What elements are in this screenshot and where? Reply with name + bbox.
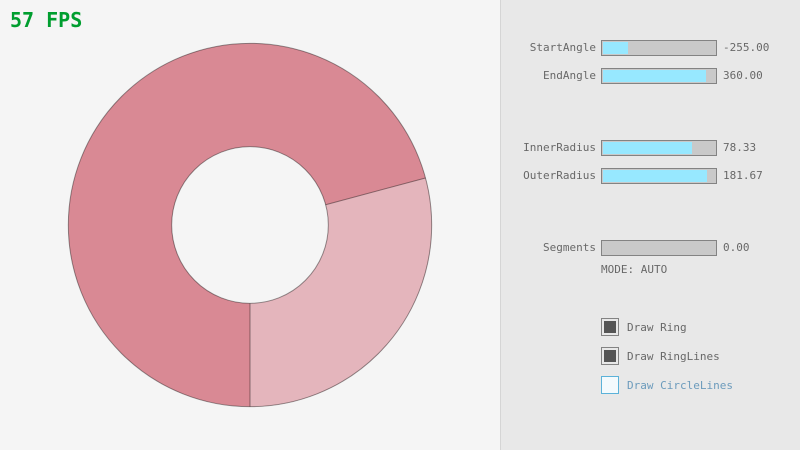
draw-ringlines-checkbox[interactable] bbox=[601, 347, 619, 365]
slider-fill bbox=[603, 170, 707, 182]
start-angle-value: -255.00 bbox=[723, 41, 770, 54]
draw-circlelines-checkbox[interactable] bbox=[601, 376, 619, 394]
slider-row-start-angle: StartAngle -255.00 bbox=[501, 40, 800, 56]
draw-ringlines-label: Draw RingLines bbox=[627, 350, 720, 363]
slider-row-outer-radius: OuterRadius 181.67 bbox=[501, 168, 800, 184]
control-panel: StartAngle -255.00 EndAngle 360.00 Inner… bbox=[500, 0, 800, 450]
slider-fill bbox=[603, 142, 693, 154]
ring-chart bbox=[67, 42, 433, 408]
ring-canvas bbox=[67, 42, 433, 408]
draw-circlelines-label: Draw CircleLines bbox=[627, 379, 733, 392]
checkbox-check-mark bbox=[604, 379, 616, 391]
ring-inner-line bbox=[171, 146, 329, 304]
draw-ring-label: Draw Ring bbox=[627, 321, 687, 334]
slider-row-inner-radius: InnerRadius 78.33 bbox=[501, 140, 800, 156]
ring-outer-line bbox=[67, 42, 433, 408]
inner-radius-slider[interactable] bbox=[601, 140, 717, 156]
slider-fill bbox=[603, 42, 628, 54]
draw-ring-row: Draw Ring bbox=[501, 318, 800, 336]
segments-value: 0.00 bbox=[723, 241, 750, 254]
slider-row-end-angle: EndAngle 360.00 bbox=[501, 68, 800, 84]
checkbox-check-mark bbox=[604, 321, 616, 333]
inner-radius-value: 78.33 bbox=[723, 141, 757, 154]
slider-row-segments: Segments 0.00 bbox=[501, 240, 800, 256]
end-angle-slider[interactable] bbox=[601, 68, 717, 84]
outer-radius-label: OuterRadius bbox=[523, 169, 596, 182]
outer-radius-slider[interactable] bbox=[601, 168, 717, 184]
end-angle-value: 360.00 bbox=[723, 69, 763, 82]
start-angle-label: StartAngle bbox=[529, 41, 596, 54]
end-angle-label: EndAngle bbox=[543, 69, 596, 82]
draw-ringlines-row: Draw RingLines bbox=[501, 347, 800, 365]
ring-inner-hole bbox=[171, 146, 329, 304]
ring-radial-line-right bbox=[325, 177, 426, 206]
draw-ring-checkbox[interactable] bbox=[601, 318, 619, 336]
draw-circlelines-row: Draw CircleLines bbox=[501, 376, 800, 394]
segments-label: Segments bbox=[543, 241, 596, 254]
start-angle-slider[interactable] bbox=[601, 40, 717, 56]
inner-radius-label: InnerRadius bbox=[523, 141, 596, 154]
outer-radius-value: 181.67 bbox=[723, 169, 763, 182]
segments-slider[interactable] bbox=[601, 240, 717, 256]
slider-fill bbox=[603, 70, 706, 82]
checkbox-check-mark bbox=[604, 350, 616, 362]
segments-mode-text: MODE: AUTO bbox=[601, 263, 668, 276]
fps-counter: 57 FPS bbox=[10, 8, 83, 32]
